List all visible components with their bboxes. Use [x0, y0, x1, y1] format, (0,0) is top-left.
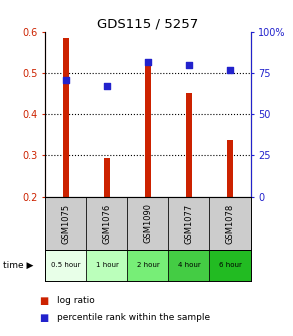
Bar [45, 197, 86, 250]
Bar [86, 197, 127, 250]
Title: GDS115 / 5257: GDS115 / 5257 [97, 18, 199, 31]
Text: log ratio: log ratio [57, 296, 95, 305]
Point [64, 77, 68, 82]
Text: GSM1077: GSM1077 [185, 203, 193, 244]
Text: 0.5 hour: 0.5 hour [51, 262, 81, 268]
Bar [209, 250, 251, 281]
Point [146, 59, 150, 64]
Text: 6 hour: 6 hour [219, 262, 241, 268]
Bar [86, 250, 127, 281]
Text: 2 hour: 2 hour [137, 262, 159, 268]
Point [228, 67, 232, 73]
Text: 4 hour: 4 hour [178, 262, 200, 268]
Text: percentile rank within the sample: percentile rank within the sample [57, 313, 210, 322]
Bar [168, 197, 209, 250]
Bar [145, 65, 151, 197]
Bar [104, 158, 110, 197]
Bar [186, 93, 192, 197]
Text: time ▶: time ▶ [3, 261, 33, 270]
Bar [63, 38, 69, 197]
Text: GSM1076: GSM1076 [103, 203, 111, 244]
Bar [45, 250, 86, 281]
Bar [168, 250, 209, 281]
Bar [127, 197, 168, 250]
Text: ■: ■ [40, 296, 49, 306]
Bar [127, 250, 168, 281]
Bar [227, 140, 233, 197]
Point [105, 84, 109, 89]
Bar [209, 197, 251, 250]
Text: GSM1075: GSM1075 [62, 203, 70, 244]
Text: 1 hour: 1 hour [96, 262, 118, 268]
Point [187, 62, 191, 68]
Text: GSM1090: GSM1090 [144, 203, 152, 244]
Text: ■: ■ [40, 312, 49, 323]
Text: GSM1078: GSM1078 [226, 203, 234, 244]
